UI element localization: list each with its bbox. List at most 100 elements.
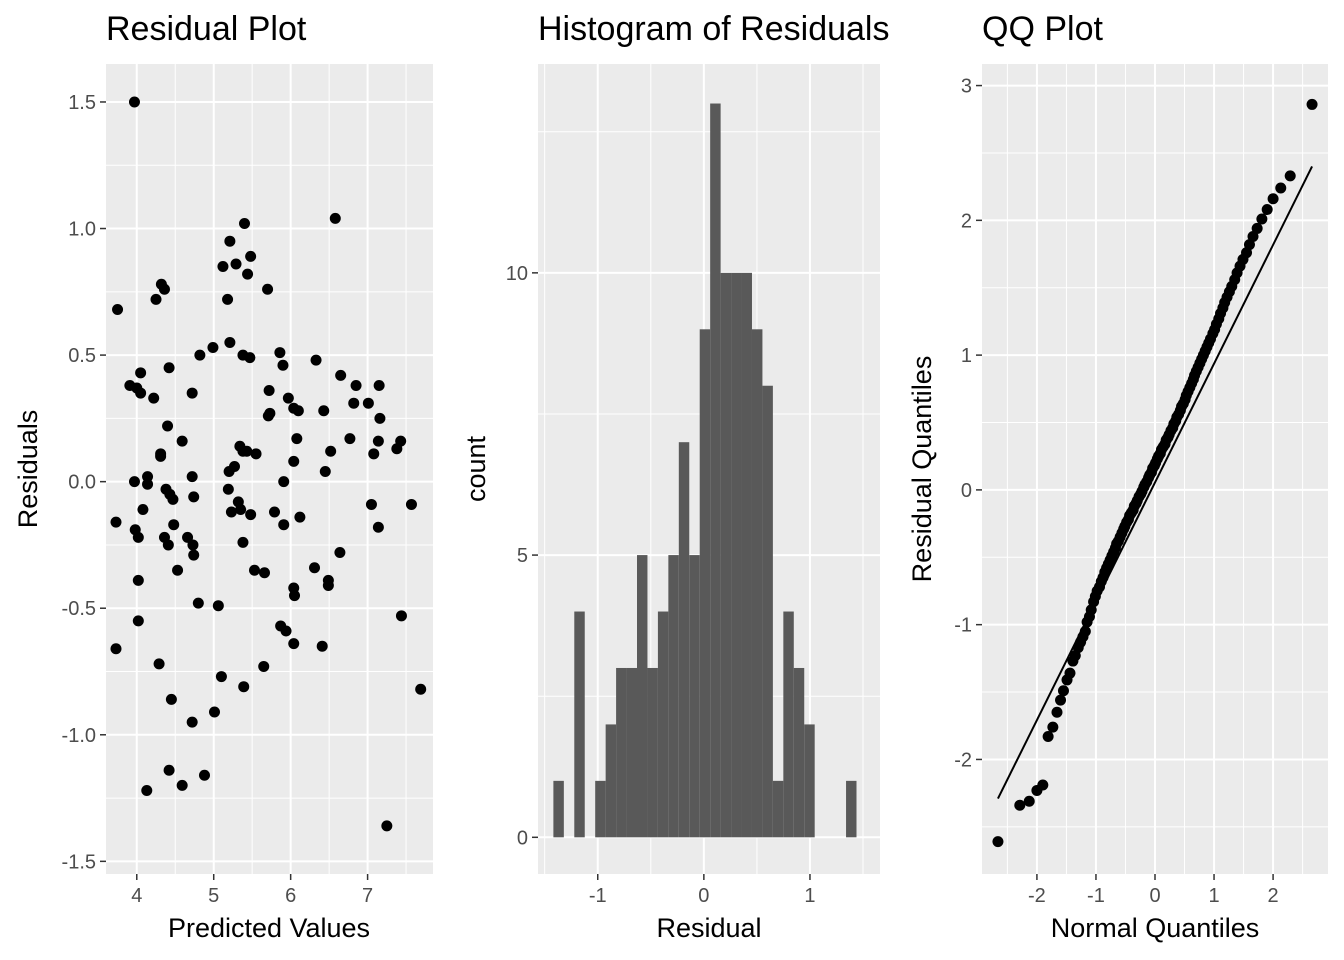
residual-plot-point — [168, 519, 180, 531]
residual-plot-y-axis-title: Residuals — [13, 410, 43, 529]
residual-plot-point — [222, 293, 234, 305]
qq-plot-point — [1014, 799, 1026, 811]
residual-plot-point — [277, 359, 289, 371]
histogram-bar — [626, 667, 638, 838]
residual-plot-point — [212, 600, 224, 612]
histogram-bar — [783, 611, 794, 838]
residual-plot-point — [248, 564, 260, 576]
residual-plot-point — [274, 347, 286, 359]
residual-plot-point — [278, 476, 290, 488]
residual-plot-point — [162, 420, 174, 432]
residual-plot-point — [198, 769, 210, 781]
residual-plot-point — [235, 504, 247, 515]
qq-plot-point — [1267, 193, 1279, 205]
residual-plot-point — [215, 671, 227, 683]
qq-plot-y-tick-label: -1 — [954, 615, 972, 637]
qq-plot-reference-line-segment — [997, 165, 1313, 799]
histogram-bar — [846, 780, 857, 838]
residual-plot-point — [208, 706, 220, 718]
residual-plot-point — [132, 531, 144, 543]
residual-plot-point — [128, 476, 140, 488]
histogram-bar — [668, 555, 679, 838]
qq-plot-y-tick-label: -2 — [954, 749, 972, 771]
residual-plot-point — [373, 379, 385, 391]
histogram-x-ticks: -1 0 1 — [589, 874, 816, 907]
histogram-title: Histogram of Residuals — [538, 10, 889, 48]
residual-plot-point — [258, 660, 270, 672]
residual-plot-point — [238, 681, 250, 693]
residual-plot-point — [374, 412, 386, 424]
qq-plot-point — [992, 836, 1004, 848]
histogram-x-tick-label: 1 — [804, 885, 815, 907]
histogram-bars — [553, 103, 857, 838]
qq-plot-title: QQ Plot — [982, 10, 1103, 48]
residual-plot-point — [264, 407, 276, 419]
qq-plot-x-tick-label: 0 — [1149, 885, 1160, 907]
residual-plot-point — [250, 448, 262, 460]
residual-plot-point — [395, 610, 407, 622]
qq-plot-point — [1037, 779, 1049, 791]
qq-plot-x-tick-label: 2 — [1268, 885, 1279, 907]
residual-plot-point — [372, 435, 384, 447]
residual-plot-point — [186, 716, 198, 728]
histogram-bar — [804, 724, 815, 838]
histogram-bar — [731, 272, 742, 838]
residual-plot-point — [362, 397, 374, 409]
qq-plot-point — [1057, 685, 1069, 697]
histogram-x-tick-label: -1 — [589, 885, 607, 907]
histogram-bar — [710, 103, 721, 838]
residual-plot-point — [238, 217, 250, 229]
residual-plot-point — [350, 379, 362, 391]
qq-plot-y-ticks: 3 2 1 0 -1 -2 — [954, 76, 982, 771]
residual-plot-point — [309, 562, 321, 574]
residual-plot-point — [176, 779, 188, 791]
residual-plot-point — [289, 590, 301, 602]
residual-plot-point — [128, 96, 140, 108]
residual-plot-point — [237, 536, 249, 548]
histogram-bar — [616, 667, 627, 838]
residual-plot-point — [415, 683, 427, 695]
residual-plot-point — [132, 615, 144, 627]
qq-plot-y-tick-label: 2 — [961, 210, 972, 232]
residual-plot-point — [318, 405, 330, 417]
qq-plot-point — [1275, 182, 1287, 194]
residual-plot-point — [269, 506, 281, 518]
histogram-y-tick-label: 0 — [517, 827, 528, 849]
residual-plot-point — [294, 511, 306, 523]
residual-plot-y-tick-label: 0.5 — [68, 345, 96, 367]
residual-plot-point — [142, 471, 154, 483]
histogram-y-axis-title: count — [461, 435, 491, 502]
residual-plot-y-tick-label: 1.0 — [68, 219, 96, 241]
histogram-bar — [720, 272, 732, 838]
residual-plot-point — [141, 784, 153, 796]
residual-plot-point — [163, 362, 175, 374]
residual-plot-y-tick-label: -1.5 — [62, 851, 96, 873]
residual-plot-point — [280, 625, 292, 637]
qq-plot-point — [1247, 231, 1259, 243]
histogram-y-tick-label: 5 — [517, 545, 528, 567]
qq-plot-point — [1023, 795, 1035, 807]
residual-plot-point — [291, 433, 303, 445]
residual-plot-point — [142, 478, 154, 490]
residual-plot-point — [110, 516, 122, 528]
residual-plot-point — [155, 450, 167, 462]
residual-plot-x-tick-label: 6 — [285, 885, 296, 907]
residual-plot-y-ticks: 1.5 1.0 0.5 0.0 -0.5 -1.0 -1.5 — [62, 92, 106, 873]
residual-plot-point — [288, 455, 300, 467]
residual-plot-point — [245, 509, 257, 521]
residual-plot-point — [224, 336, 236, 348]
residual-plot-point — [244, 352, 256, 364]
residual-plot-points — [110, 96, 427, 832]
residual-plot-point — [262, 283, 274, 295]
residual-plot-point — [172, 564, 184, 576]
histogram-bar — [762, 385, 773, 838]
residual-plot-point — [368, 448, 380, 460]
qq-plot-point — [1051, 706, 1063, 718]
qq-plot-x-tick-label: -2 — [1028, 885, 1046, 907]
qq-plot-point — [1261, 204, 1273, 216]
qq-plot-y-tick-label: 3 — [961, 76, 972, 98]
qq-plot-point — [1256, 213, 1268, 225]
qq-plot-point — [1055, 694, 1067, 706]
histogram-bar — [689, 555, 700, 838]
